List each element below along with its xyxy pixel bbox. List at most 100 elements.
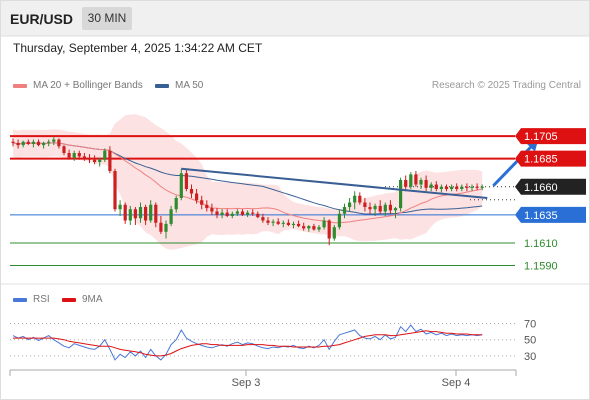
candle-body bbox=[388, 204, 392, 211]
candle-body bbox=[434, 184, 438, 189]
x-tick-label: Sep 4 bbox=[442, 377, 471, 389]
ma9-swatch-icon bbox=[62, 297, 76, 302]
candle-body bbox=[26, 141, 30, 144]
rsi-series-rsi bbox=[12, 324, 483, 361]
level-tag-1-1705 bbox=[515, 128, 586, 145]
ma20-legend-label: MA 20 + Bollinger Bands bbox=[33, 80, 143, 91]
candle-body bbox=[93, 159, 97, 162]
candle-body bbox=[179, 173, 183, 198]
legend-rsi: RSI bbox=[13, 294, 50, 305]
candle-body bbox=[327, 220, 331, 239]
candle-body bbox=[149, 204, 153, 221]
rsi-legend-label: RSI bbox=[33, 294, 50, 305]
candle-body bbox=[256, 213, 260, 218]
candle-body bbox=[281, 222, 285, 224]
candle-body bbox=[383, 204, 387, 212]
level-tag-1-1685 bbox=[515, 150, 586, 167]
symbol-label: EUR/USD bbox=[10, 11, 74, 27]
candle-body bbox=[220, 212, 224, 215]
timestamp: Thursday, September 4, 2025 1:34:22 AM C… bbox=[13, 41, 263, 55]
legend-9ma: 9MA bbox=[62, 294, 103, 305]
candle-body bbox=[169, 209, 173, 224]
level-label-1-1635: 1.1635 bbox=[524, 210, 558, 222]
candle-body bbox=[455, 186, 459, 189]
candle-body bbox=[317, 227, 321, 230]
candle-body bbox=[353, 195, 357, 203]
ma20-line bbox=[12, 142, 483, 224]
candle-body bbox=[72, 153, 76, 158]
candle-body bbox=[261, 217, 265, 221]
level-label-1-1590: 1.1590 bbox=[524, 261, 558, 273]
legend-ma50: MA 50 bbox=[155, 80, 203, 91]
candle-body bbox=[475, 186, 479, 188]
candle-body bbox=[138, 207, 143, 219]
candle-body bbox=[246, 212, 250, 215]
level-label-1-1685: 1.1685 bbox=[524, 154, 558, 166]
header-bar: EUR/USD 30 MIN bbox=[0, 0, 590, 36]
candle-body bbox=[424, 180, 428, 188]
candle-body bbox=[465, 186, 469, 188]
ma50-legend-label: MA 50 bbox=[175, 80, 204, 91]
level-label-1-1705: 1.1705 bbox=[524, 131, 558, 143]
candle-body bbox=[108, 150, 112, 171]
candle-body bbox=[113, 171, 117, 210]
candle-body bbox=[47, 141, 51, 143]
candle-body bbox=[302, 226, 306, 229]
candle-body bbox=[16, 142, 20, 146]
ma50-swatch-icon bbox=[155, 83, 169, 88]
candle-body bbox=[200, 200, 204, 205]
candle-body bbox=[266, 220, 270, 223]
candle-body bbox=[118, 204, 122, 210]
candle-body bbox=[62, 146, 66, 153]
candle-body bbox=[470, 186, 474, 188]
level-label-1-1660: 1.1660 bbox=[524, 182, 558, 194]
timeframe-button[interactable]: 30 MIN bbox=[82, 7, 132, 30]
candle-body bbox=[373, 205, 377, 210]
legend-ma20: MA 20 + Bollinger Bands bbox=[13, 80, 143, 91]
candle-body bbox=[399, 180, 403, 209]
candle-body bbox=[480, 186, 484, 188]
candle-body bbox=[144, 207, 148, 221]
candle-body bbox=[164, 223, 168, 232]
candle-body bbox=[189, 189, 194, 194]
candle-body bbox=[21, 141, 25, 146]
candle-body bbox=[184, 173, 188, 189]
candle-body bbox=[174, 198, 178, 210]
level-tag-1-1660 bbox=[515, 178, 586, 195]
candle-body bbox=[159, 222, 163, 232]
candle-body bbox=[393, 208, 398, 211]
candle-body bbox=[271, 221, 275, 223]
candle-body bbox=[128, 209, 132, 221]
candle-body bbox=[419, 180, 423, 185]
candle-body bbox=[133, 209, 137, 219]
candle-body bbox=[103, 150, 107, 160]
candle-body bbox=[235, 211, 239, 214]
level-tag-1-1635 bbox=[515, 206, 586, 223]
candle-body bbox=[342, 207, 347, 214]
candle-body bbox=[87, 158, 92, 160]
candle-body bbox=[444, 186, 449, 189]
candle-body bbox=[251, 212, 255, 214]
candle-body bbox=[82, 156, 86, 159]
candle-body bbox=[348, 202, 352, 207]
candle-body bbox=[409, 174, 413, 187]
bollinger-band bbox=[13, 114, 483, 250]
candle-body bbox=[205, 204, 209, 209]
candle-body bbox=[52, 139, 56, 142]
candle-body bbox=[11, 141, 15, 143]
candle-body bbox=[230, 213, 234, 216]
candle-body bbox=[378, 205, 382, 212]
candle-body bbox=[307, 226, 311, 229]
rsi-series-9ma bbox=[13, 330, 483, 357]
candle-body bbox=[322, 220, 326, 228]
candle-body bbox=[414, 174, 418, 185]
candle-body bbox=[98, 159, 102, 162]
candle-body bbox=[154, 204, 158, 223]
x-tick-label: Sep 3 bbox=[232, 377, 261, 389]
candle-body bbox=[363, 202, 367, 207]
candle-body bbox=[36, 141, 41, 146]
candle-body bbox=[276, 221, 280, 224]
candle-body bbox=[67, 153, 71, 158]
rsi-tick-30: 30 bbox=[524, 351, 536, 363]
